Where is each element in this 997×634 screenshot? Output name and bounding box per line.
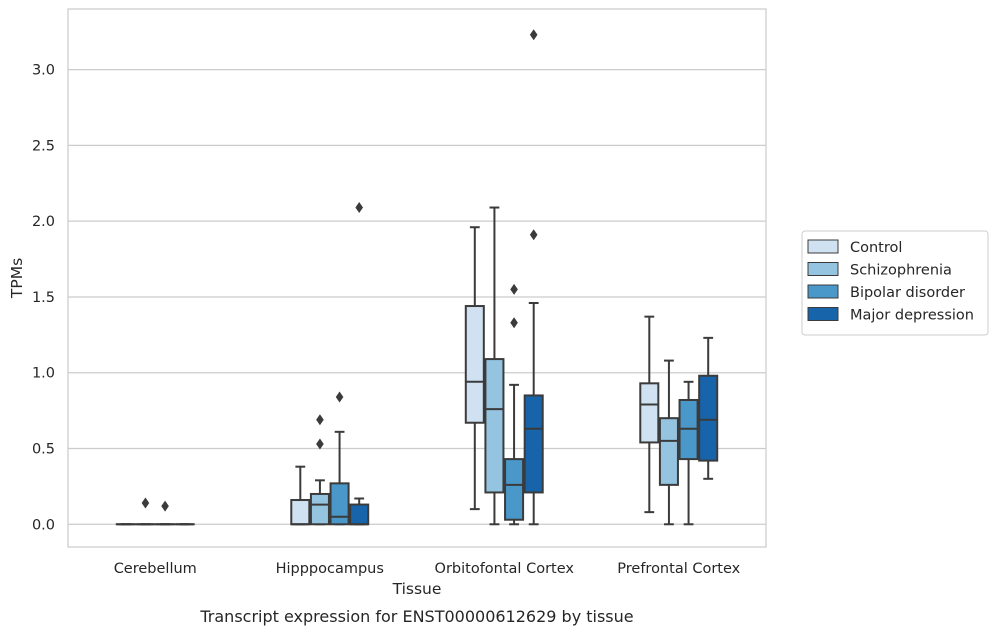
box-control-prefrontal-cortex — [639, 315, 660, 514]
box-iqr — [464, 305, 485, 424]
box-iqr — [349, 503, 370, 526]
box-major-depression-orbitofontal-cortex — [523, 29, 544, 526]
box-iqr — [523, 394, 544, 494]
plot-area-frame — [67, 8, 767, 548]
box-iqr — [329, 482, 350, 526]
box-bipolar-disorder-orbitofontal-cortex — [504, 283, 525, 526]
box-iqr — [484, 358, 505, 494]
gridlines — [68, 68, 766, 525]
chart-caption: Transcript expression for ENST0000061262… — [199, 607, 633, 626]
y-tick-label: 2.0 — [32, 214, 55, 230]
box-schizophrenia-hipppocampus — [309, 414, 330, 526]
box-schizophrenia-cerebellum — [135, 497, 156, 526]
legend-swatch — [807, 239, 839, 254]
y-tick-label: 0.0 — [32, 517, 55, 533]
box-iqr — [698, 374, 719, 462]
outlier-marker — [355, 202, 363, 214]
outlier-marker — [161, 500, 169, 512]
box-bipolar-disorder-prefrontal-cortex — [678, 380, 699, 526]
box-iqr — [290, 499, 311, 526]
x-tick-label: Hipppocampus — [276, 561, 384, 577]
legend-swatch — [807, 262, 839, 276]
outlier-marker — [141, 497, 150, 509]
outlier-marker — [510, 283, 518, 295]
box-major-depression-hipppocampus — [349, 202, 370, 526]
legend-label: Major depression — [850, 308, 974, 324]
y-axis-title: TPMs — [8, 258, 26, 299]
y-tick-label: 1.5 — [32, 290, 55, 306]
box-control-hipppocampus — [290, 465, 311, 526]
legend-label: Schizophrenia — [850, 263, 952, 279]
box-schizophrenia-prefrontal-cortex — [658, 359, 679, 526]
legend: Control Schizophrenia Bipolar disorder Majo… — [801, 230, 989, 336]
y-tick-label: 2.5 — [32, 138, 55, 154]
box-control-orbitofontal-cortex — [464, 226, 485, 511]
legend-frame — [801, 230, 989, 336]
y-axis-ticks: 0.0 0.5 1.0 1.5 2.0 2.5 3.0 — [32, 63, 55, 534]
legend-label: Control — [850, 240, 902, 256]
x-tick-label: Cerebellum — [114, 561, 197, 577]
legend-swatch — [807, 284, 839, 299]
outlier-marker — [529, 29, 538, 41]
y-tick-label: 3.0 — [32, 63, 55, 79]
outlier-marker — [316, 438, 324, 450]
x-tick-label: Orbitofontal Cortex — [435, 561, 575, 577]
outlier-marker — [335, 391, 344, 403]
outlier-marker — [316, 414, 324, 426]
box-iqr — [504, 458, 525, 521]
box-iqr — [658, 417, 679, 486]
box-schizophrenia-orbitofontal-cortex — [484, 206, 505, 526]
y-tick-label: 1.0 — [32, 366, 55, 382]
box-bipolar-disorder-hipppocampus — [329, 391, 350, 526]
box-iqr — [309, 492, 330, 526]
box-major-depression-prefrontal-cortex — [698, 336, 719, 480]
legend-label: Bipolar disorder — [850, 285, 965, 301]
outlier-marker — [529, 229, 538, 241]
y-tick-label: 0.5 — [32, 441, 55, 457]
outlier-marker — [510, 317, 518, 329]
x-tick-label: Prefrontal Cortex — [617, 561, 740, 577]
legend-swatch — [807, 307, 839, 321]
box-bipolar-disorder-cerebellum — [155, 500, 176, 526]
box-iqr — [639, 382, 660, 444]
x-axis-title: Tissue — [392, 580, 442, 598]
box-plot-boxes — [115, 29, 719, 526]
x-axis-ticks: Cerebellum Hipppocampus Orbitofontal Corte… — [114, 561, 741, 577]
